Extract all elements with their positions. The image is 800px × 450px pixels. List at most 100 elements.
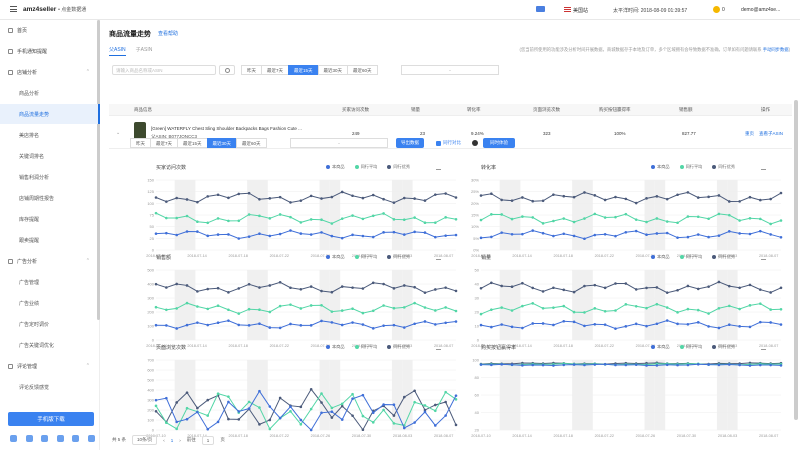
- sidebar-item-4[interactable]: 商品流量走势: [0, 104, 100, 124]
- expand-caret-icon[interactable]: ⌄: [116, 130, 121, 136]
- y-tick-label: 20: [475, 310, 480, 315]
- collapse-caret-icon[interactable]: ⌃: [85, 69, 90, 75]
- legend-item[interactable]: 同行优秀: [712, 344, 735, 350]
- sidebar-item-7[interactable]: 销售利润分析: [0, 167, 100, 187]
- sidebar-item-2[interactable]: 店铺分析 ⌃: [0, 62, 100, 82]
- sidebar-item-17[interactable]: 评论反馈感觉: [0, 377, 100, 397]
- download-icon[interactable]: [436, 345, 441, 350]
- menu-icon[interactable]: [10, 6, 17, 12]
- date-range-picker[interactable]: -: [401, 65, 499, 75]
- sidebar-item-6[interactable]: 关键词排名: [0, 146, 100, 166]
- chat-icon[interactable]: [72, 435, 80, 442]
- sidebar-scrollbar[interactable]: [97, 20, 100, 320]
- next-page-icon[interactable]: ›: [179, 437, 181, 443]
- th-amount[interactable]: 销售额: [679, 107, 693, 112]
- sidebar-item-8[interactable]: 店铺周期性报告: [0, 188, 100, 208]
- sidebar-item-10[interactable]: 跟卖提醒: [0, 230, 100, 250]
- wechat-icon[interactable]: [41, 435, 49, 442]
- range-button-4[interactable]: 最近60天: [347, 65, 378, 75]
- chart-title: 转化率: [481, 165, 497, 171]
- range-button-1[interactable]: 最近7天: [261, 65, 290, 75]
- compare-checkbox[interactable]: [436, 141, 441, 146]
- phone-icon[interactable]: [10, 435, 17, 442]
- download-icon[interactable]: [761, 165, 766, 170]
- series-point-self: [572, 234, 576, 238]
- group-icon[interactable]: [87, 435, 95, 442]
- range-button-3[interactable]: 最近30天: [206, 138, 238, 148]
- page-size-select[interactable]: 10条/页: [132, 435, 158, 445]
- legend-item[interactable]: 同行平均: [679, 164, 702, 170]
- legend-item[interactable]: 本商品: [651, 344, 670, 350]
- product-title[interactable]: [Green] WATERFLY Chest Sling Shoulder Ba…: [151, 126, 302, 131]
- legend-item[interactable]: 同行优秀: [387, 254, 410, 260]
- range-button-4[interactable]: 最近60天: [236, 138, 267, 148]
- sync-data-link[interactable]: 手动同步数据: [762, 47, 789, 52]
- sidebar-item-12[interactable]: 广告管理: [0, 272, 100, 292]
- main-scrollbar[interactable]: [794, 100, 798, 420]
- action-child-asin[interactable]: 查看子ASIN: [759, 131, 784, 136]
- mobile-download-button[interactable]: 手机版下载: [8, 412, 94, 426]
- range-button-0[interactable]: 昨天: [130, 138, 151, 148]
- legend-item[interactable]: 本商品: [651, 164, 670, 170]
- sidebar-item-3[interactable]: 商品分析: [0, 83, 100, 103]
- th-sales[interactable]: 销量: [411, 107, 420, 112]
- range-button-1[interactable]: 最近7天: [150, 138, 179, 148]
- th-visits[interactable]: 买家访问次数: [342, 107, 369, 112]
- download-icon[interactable]: [436, 255, 441, 260]
- legend-item[interactable]: 同行优秀: [387, 344, 410, 350]
- search-button[interactable]: [219, 65, 235, 75]
- sidebar-item-15[interactable]: 广告关键词优化: [0, 335, 100, 355]
- sidebar-item-11[interactable]: 广告分析 ⌃: [0, 251, 100, 271]
- tab-child-asin[interactable]: 子ASIN: [135, 47, 153, 53]
- range-button-2[interactable]: 最近15天: [288, 65, 319, 75]
- legend-dot-icon: [354, 345, 359, 349]
- download-icon[interactable]: [436, 165, 441, 170]
- range-button-0[interactable]: 昨天: [241, 65, 262, 75]
- qq-icon[interactable]: [25, 435, 33, 442]
- range-button-2[interactable]: 最近15天: [177, 138, 208, 148]
- legend-item[interactable]: 本商品: [651, 254, 670, 260]
- download-icon[interactable]: [761, 345, 766, 350]
- trial-button[interactable]: 同时体验: [483, 138, 515, 148]
- sidebar-item-14[interactable]: 广告定时调价: [0, 314, 100, 334]
- sidebar-item-13[interactable]: 广告业绩: [0, 293, 100, 313]
- th-conv[interactable]: 转化率: [467, 107, 481, 112]
- tab-parent-asin[interactable]: 父ASIN: [109, 46, 126, 56]
- sub-date-range-picker[interactable]: -: [290, 138, 388, 148]
- mail-icon[interactable]: [536, 6, 545, 12]
- legend-item[interactable]: 同行平均: [354, 164, 377, 170]
- sidebar-item-1[interactable]: 手机通知提醒: [0, 41, 100, 61]
- site-selector[interactable]: 美国站: [573, 8, 589, 14]
- prev-page-icon[interactable]: ‹: [163, 437, 165, 443]
- export-button[interactable]: 导出数据: [396, 138, 424, 148]
- range-button-3[interactable]: 最近30天: [317, 65, 349, 75]
- help-link[interactable]: 查看帮助: [158, 31, 179, 37]
- collapse-caret-icon[interactable]: ⌃: [85, 363, 90, 369]
- legend-item[interactable]: 本商品: [326, 164, 345, 170]
- goto-input[interactable]: 1: [201, 435, 215, 445]
- sidebar-item-16[interactable]: 评论管理 ⌃: [0, 356, 100, 376]
- legend-item[interactable]: 同行优秀: [712, 164, 735, 170]
- sidebar-item-0[interactable]: 首页: [0, 20, 100, 40]
- th-buybox[interactable]: 购买按钮赢得率: [599, 107, 631, 112]
- th-views[interactable]: 页面浏览次数: [533, 107, 560, 112]
- sidebar-item-9[interactable]: 库存提醒: [0, 209, 100, 229]
- download-icon[interactable]: [761, 255, 766, 260]
- legend-item[interactable]: 同行平均: [679, 344, 702, 350]
- legend-item[interactable]: 本商品: [326, 254, 345, 260]
- headset-icon[interactable]: [56, 435, 64, 442]
- action-home[interactable]: 重页: [745, 131, 754, 136]
- search-input[interactable]: 请输入商品名称或ASIN: [112, 65, 216, 75]
- legend-item[interactable]: 同行平均: [354, 344, 377, 350]
- legend-item[interactable]: 同行优秀: [712, 254, 735, 260]
- legend-item[interactable]: 本商品: [326, 344, 345, 350]
- legend-item[interactable]: 同行优秀: [387, 164, 410, 170]
- user-menu[interactable]: demo@amz4se...: [741, 7, 781, 13]
- legend-item[interactable]: 同行平均: [679, 254, 702, 260]
- info-icon[interactable]: [472, 140, 478, 146]
- sidebar-item-5[interactable]: 美店排名: [0, 125, 100, 145]
- logo[interactable]: amz4seller • 点金数据通: [23, 6, 87, 13]
- collapse-caret-icon[interactable]: ⌃: [85, 258, 90, 264]
- page-number[interactable]: 1: [170, 437, 174, 443]
- legend-item[interactable]: 同行平均: [354, 254, 377, 260]
